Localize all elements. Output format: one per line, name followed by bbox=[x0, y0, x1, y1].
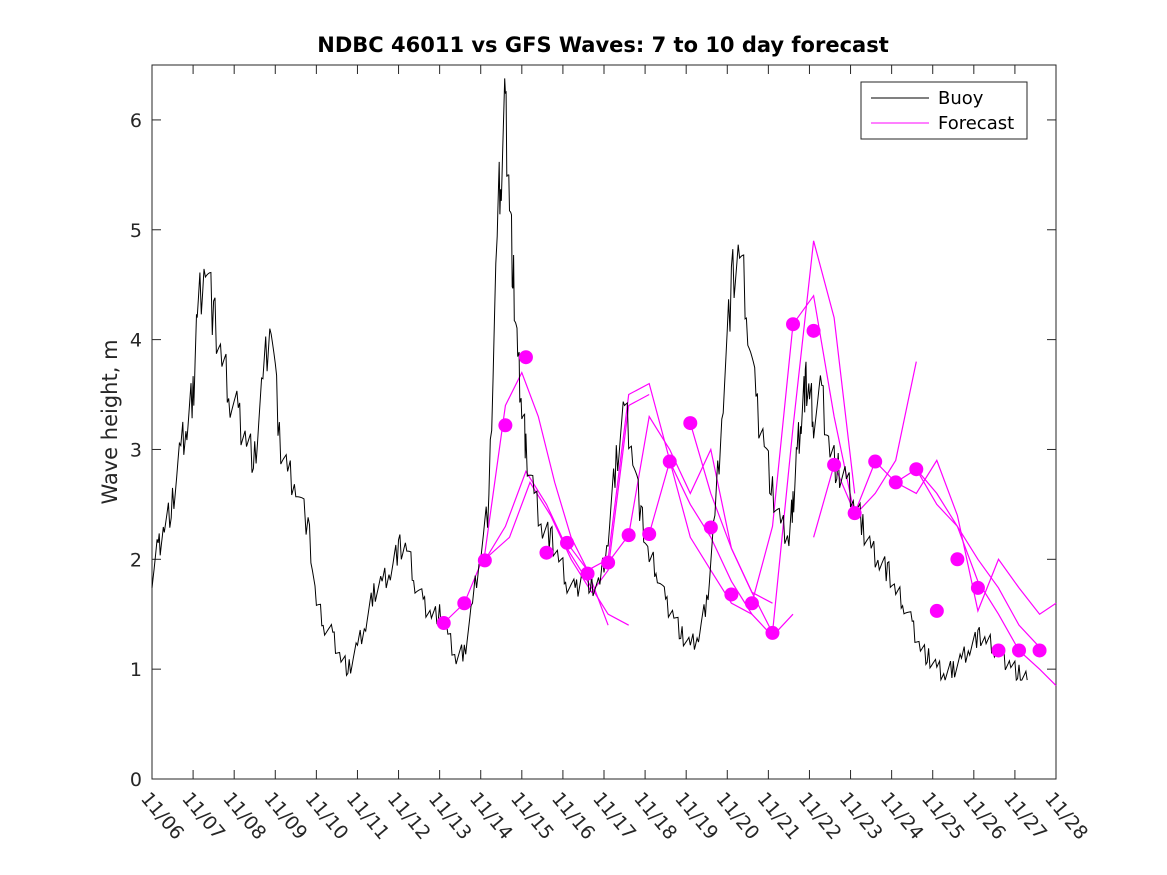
y-axis-label: Wave height, m bbox=[98, 339, 122, 504]
y-tick-label: 1 bbox=[130, 659, 142, 681]
forecast-point bbox=[847, 506, 862, 521]
forecast-point bbox=[601, 555, 616, 570]
x-tick-label: 11/12 bbox=[383, 788, 435, 844]
forecast-line bbox=[915, 468, 1057, 687]
forecast-point bbox=[929, 603, 944, 618]
legend-label-buoy: Buoy bbox=[938, 88, 984, 109]
y-tick-label: 4 bbox=[130, 330, 142, 352]
forecast-point bbox=[539, 545, 554, 560]
chart-title: NDBC 46011 vs GFS Waves: 7 to 10 day for… bbox=[317, 33, 888, 57]
forecast-point bbox=[436, 616, 451, 631]
forecast-line bbox=[484, 470, 629, 626]
x-tick-label: 11/07 bbox=[177, 788, 229, 844]
forecast-point bbox=[621, 528, 636, 543]
x-tick-label: 11/09 bbox=[259, 788, 311, 844]
forecast-point bbox=[498, 418, 513, 433]
x-tick-label: 11/25 bbox=[917, 788, 969, 844]
forecast-point bbox=[888, 475, 903, 490]
forecast-line bbox=[566, 382, 753, 615]
x-tick-label: 11/11 bbox=[342, 788, 394, 844]
legend-label-forecast: Forecast bbox=[938, 113, 1014, 134]
forecast-point bbox=[991, 643, 1006, 658]
forecast-point bbox=[457, 596, 472, 611]
forecast-point bbox=[560, 535, 575, 550]
y-tick-label: 6 bbox=[130, 110, 142, 132]
forecast-point bbox=[662, 454, 677, 469]
y-axis: 0 1 2 3 4 5 6 bbox=[130, 110, 1056, 791]
forecast-point bbox=[909, 462, 924, 477]
x-tick-label: 11/10 bbox=[301, 788, 353, 844]
legend-box bbox=[860, 81, 1028, 140]
x-tick-label: 11/15 bbox=[506, 788, 558, 844]
legend: Buoy Forecast bbox=[860, 81, 1028, 140]
x-tick-label: 11/13 bbox=[424, 788, 476, 844]
y-tick-label: 2 bbox=[130, 549, 142, 571]
y-tick-label: 5 bbox=[130, 220, 142, 242]
forecast-points bbox=[436, 317, 1047, 658]
forecast-point bbox=[1032, 643, 1047, 658]
x-tick-label: 11/20 bbox=[711, 788, 763, 844]
x-tick-label: 11/14 bbox=[465, 788, 517, 844]
forecast-point bbox=[642, 527, 657, 542]
x-tick-label: 11/06 bbox=[136, 788, 188, 844]
forecast-point bbox=[703, 520, 718, 535]
x-tick-label: 11/22 bbox=[794, 788, 846, 844]
x-tick-label: 11/18 bbox=[629, 788, 681, 844]
forecast-point bbox=[765, 625, 780, 640]
forecast-point bbox=[827, 457, 842, 472]
forecast-line bbox=[895, 459, 1057, 616]
x-tick-label: 11/23 bbox=[835, 788, 887, 844]
x-tick-label: 11/26 bbox=[958, 788, 1010, 844]
forecast-point bbox=[806, 323, 821, 338]
forecast-point bbox=[744, 596, 759, 611]
x-tick-label: 11/19 bbox=[670, 788, 722, 844]
y-tick-label: 3 bbox=[130, 439, 142, 461]
forecast-point bbox=[477, 553, 492, 568]
x-tick-label: 11/16 bbox=[547, 788, 599, 844]
x-tick-label: 11/08 bbox=[218, 788, 270, 844]
x-tick-label: 11/24 bbox=[876, 788, 928, 844]
forecast-point bbox=[518, 350, 533, 365]
forecast-point bbox=[724, 587, 739, 602]
plot-area bbox=[151, 64, 1057, 780]
x-tick-label: 11/28 bbox=[1040, 788, 1092, 844]
y-tick-label: 0 bbox=[130, 769, 142, 791]
x-tick-label: 11/17 bbox=[588, 788, 640, 844]
forecast-line bbox=[751, 294, 917, 604]
forecast-point bbox=[950, 552, 965, 567]
forecast-line bbox=[484, 393, 650, 594]
forecast-point bbox=[683, 416, 698, 431]
forecast-point bbox=[786, 317, 801, 332]
forecast-point bbox=[580, 566, 595, 581]
x-tick-label: 11/27 bbox=[999, 788, 1051, 844]
x-tick-label: 11/21 bbox=[753, 788, 805, 844]
forecast-point bbox=[970, 580, 985, 595]
forecast-point bbox=[868, 454, 883, 469]
forecast-point bbox=[1012, 643, 1027, 658]
